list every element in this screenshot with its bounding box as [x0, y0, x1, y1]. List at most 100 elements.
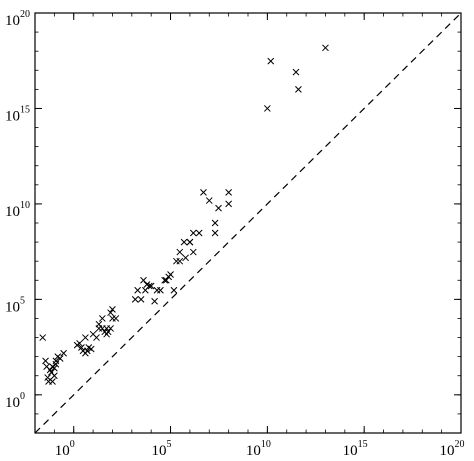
x-tick-label-exp: 10: [261, 439, 271, 450]
ticks: [34, 12, 462, 434]
data-point: [51, 364, 58, 372]
data-point-stroke: [186, 238, 194, 246]
data-point: [140, 276, 147, 284]
data-point: [87, 345, 95, 353]
data-point: [95, 320, 103, 328]
data-point: [295, 86, 302, 93]
data-point: [267, 57, 275, 65]
data-point: [109, 315, 116, 322]
data-point-stroke: [292, 68, 300, 76]
data-point-stroke: [43, 363, 51, 370]
x-tick-label-base: 10: [246, 443, 261, 459]
data-point-stroke: [131, 296, 139, 303]
data-point: [109, 305, 116, 313]
data-point: [134, 286, 142, 294]
data-point-stroke: [225, 200, 232, 208]
data-point: [322, 44, 329, 52]
data-point: [173, 257, 180, 265]
x-tick-label-base: 10: [55, 443, 70, 459]
data-point-stroke: [200, 189, 207, 196]
data-point-stroke: [56, 355, 64, 362]
data-point-stroke: [103, 325, 110, 332]
data-point-stroke: [189, 248, 197, 256]
data-point-stroke: [322, 44, 329, 52]
data-point-stroke: [182, 254, 189, 262]
data-point-stroke: [82, 334, 89, 341]
data-point-stroke: [145, 282, 153, 290]
y-tick-label: 100: [5, 391, 25, 411]
data-point: [145, 282, 153, 290]
data-point-stroke: [205, 197, 213, 204]
data-point-stroke: [48, 369, 55, 376]
y-tick-label: 1020: [5, 9, 30, 29]
x-tick-label-exp: 20: [455, 439, 465, 450]
x-tick-label: 105: [152, 439, 172, 459]
data-point: [83, 347, 91, 355]
data-point: [104, 328, 112, 336]
y-tick-label: 105: [5, 295, 25, 315]
data-points: [39, 44, 329, 385]
data-point: [107, 309, 114, 317]
y-tick-label-exp: 0: [20, 391, 25, 402]
data-point: [176, 248, 184, 256]
x-tick-label-base: 10: [343, 443, 358, 459]
data-point-stroke: [225, 189, 232, 196]
data-point: [98, 315, 106, 322]
data-point-stroke: [167, 271, 174, 278]
data-point-stroke: [60, 349, 67, 357]
data-point: [103, 325, 110, 332]
data-point-stroke: [180, 238, 188, 246]
data-point: [44, 374, 52, 381]
data-point-stroke: [39, 334, 47, 341]
data-point: [180, 238, 188, 246]
data-point: [176, 257, 184, 265]
data-point-stroke: [147, 282, 155, 290]
y-tick-label-base: 10: [5, 108, 20, 124]
data-point-stroke: [93, 334, 100, 341]
y-tick-label-exp: 20: [20, 9, 30, 20]
data-point-stroke: [76, 339, 83, 347]
data-point-stroke: [195, 229, 203, 237]
data-point-stroke: [98, 315, 106, 322]
data-point: [205, 197, 213, 204]
data-point-stroke: [89, 330, 97, 338]
data-point: [93, 334, 100, 341]
data-point-stroke: [112, 315, 120, 322]
x-tick-label-base: 10: [440, 443, 455, 459]
data-point-stroke: [87, 345, 95, 353]
data-point: [264, 105, 271, 112]
x-tick-labels: 100 105 1010 1015 1020: [55, 439, 465, 459]
data-point: [167, 271, 174, 278]
data-point: [292, 68, 300, 76]
data-point-stroke: [109, 305, 116, 313]
data-point: [225, 200, 232, 208]
data-point: [186, 238, 194, 246]
x-tick-label: 100: [55, 439, 75, 459]
data-point: [157, 286, 164, 294]
x-tick-label: 1015: [343, 439, 368, 459]
data-point: [189, 229, 197, 237]
data-point: [153, 286, 161, 294]
x-tick-label-exp: 5: [167, 439, 172, 450]
data-point-stroke: [176, 257, 184, 265]
data-point-stroke: [83, 347, 91, 355]
data-point: [49, 378, 56, 385]
data-point-stroke: [264, 105, 271, 112]
data-point-stroke: [137, 296, 145, 303]
data-point-stroke: [85, 344, 93, 351]
data-point: [56, 355, 64, 362]
x-tick-label: 1010: [246, 439, 271, 459]
data-point: [225, 189, 232, 196]
data-point-stroke: [46, 366, 54, 374]
data-point: [131, 296, 139, 303]
y-tick-label-exp: 10: [20, 200, 30, 211]
data-point-stroke: [51, 372, 58, 380]
y-tick-label-exp: 5: [20, 295, 25, 306]
data-point: [78, 344, 85, 351]
data-point-stroke: [267, 57, 275, 65]
reference-diagonal-line: [34, 12, 462, 434]
y-tick-label: 1010: [5, 200, 30, 220]
data-point-stroke: [143, 281, 151, 288]
